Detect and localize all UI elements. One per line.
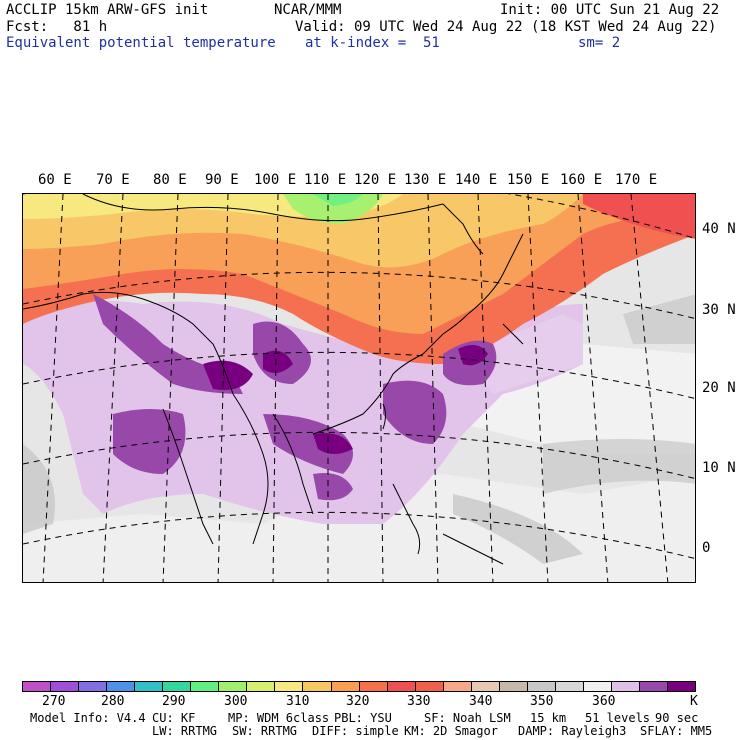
- colorbar-swatch: [555, 682, 584, 691]
- model-info-dt: 90 sec: [655, 711, 699, 725]
- lat-label: 0: [702, 540, 711, 556]
- colorbar-label: 270: [42, 694, 66, 709]
- colorbar-swatch: [331, 682, 360, 691]
- colorbar-label: 340: [469, 694, 493, 709]
- colorbar-label: 280: [101, 694, 125, 709]
- colorbar-swatch: [303, 682, 332, 691]
- colorbar-label: 290: [162, 694, 186, 709]
- colorbar-swatch: [275, 682, 304, 691]
- lon-label: 110 E: [304, 172, 347, 188]
- colorbar-label: 310: [286, 694, 310, 709]
- graticule: [23, 194, 695, 582]
- model-info-mp: MP: WDM 6class: [228, 711, 330, 725]
- model-info-res: 15 km: [530, 711, 567, 725]
- colorbar-label: 330: [407, 694, 431, 709]
- lon-label: 130 E: [404, 172, 447, 188]
- theta-e-field: [23, 194, 695, 582]
- model-info-lw: LW: RRTMG: [152, 724, 218, 738]
- colorbar-swatch: [191, 682, 220, 691]
- model-info-sf: SF: Noah LSM: [424, 711, 511, 725]
- colorbar-label: 320: [346, 694, 370, 709]
- colorbar-swatch: [387, 682, 416, 691]
- colorbar-swatch: [23, 682, 52, 691]
- lon-label: 160 E: [560, 172, 603, 188]
- lat-label: 30 N: [702, 302, 736, 318]
- colorbar-swatch: [527, 682, 556, 691]
- field-name: Equivalent potential temperature: [6, 35, 276, 51]
- colorbar-swatch: [611, 682, 641, 691]
- lon-label: 90 E: [205, 172, 239, 188]
- colorbar-swatch: [471, 682, 500, 691]
- model-info-pbl: PBL: YSU: [334, 711, 392, 725]
- colorbar: [22, 681, 696, 692]
- coastlines: [23, 194, 524, 565]
- forecast-hour: Fcst: 81 h: [6, 19, 108, 35]
- colorbar-label: 360: [592, 694, 616, 709]
- map-panel: [22, 193, 696, 583]
- model-info-cu: CU: KF: [152, 711, 196, 725]
- colorbar-swatch: [79, 682, 108, 691]
- lat-label: 10 N: [702, 460, 736, 476]
- colorbar-swatch: [668, 682, 696, 691]
- init-time: Init: 00 UTC Sun 21 Aug 22: [500, 2, 720, 18]
- lon-label: 70 E: [96, 172, 130, 188]
- lon-label: 60 E: [38, 172, 72, 188]
- colorbar-swatch: [247, 682, 276, 691]
- model-info-levels: 51 levels: [585, 711, 651, 725]
- org-label: NCAR/MMM: [274, 2, 342, 18]
- colorbar-swatch: [219, 682, 248, 691]
- model-info-sflay: SFLAY: MM5: [640, 724, 713, 738]
- lon-label: 120 E: [354, 172, 397, 188]
- colorbar-swatch: [583, 682, 612, 691]
- colorbar-label: 350: [530, 694, 554, 709]
- lat-label: 20 N: [702, 380, 736, 396]
- smoothing-value: sm= 2: [578, 35, 621, 51]
- colorbar-swatch: [640, 682, 669, 691]
- model-title: ACCLIP 15km ARW-GFS init: [6, 2, 209, 18]
- colorbar-swatch: [163, 682, 192, 691]
- model-info-damp: DAMP: Rayleigh3: [518, 724, 627, 738]
- colorbar-swatch: [359, 682, 388, 691]
- colorbar-swatch: [415, 682, 444, 691]
- model-info-diff: DIFF: simple: [312, 724, 399, 738]
- model-info-sw: SW: RRTMG: [232, 724, 298, 738]
- lon-label: 150 E: [507, 172, 550, 188]
- colorbar-swatch: [51, 682, 80, 691]
- model-info-km: KM: 2D Smagor: [404, 724, 498, 738]
- colorbar-swatch: [135, 682, 164, 691]
- lon-label: 100 E: [254, 172, 297, 188]
- colorbar-unit: K: [690, 694, 698, 709]
- lon-label: 80 E: [153, 172, 187, 188]
- colorbar-swatch: [499, 682, 528, 691]
- colorbar-label: 300: [224, 694, 248, 709]
- model-info-version: Model Info: V4.4: [30, 711, 146, 725]
- lat-label: 40 N: [702, 221, 736, 237]
- colorbar-swatch: [443, 682, 472, 691]
- level-index: at k-index = 51: [305, 35, 440, 51]
- lon-label: 170 E: [615, 172, 658, 188]
- lon-label: 140 E: [455, 172, 498, 188]
- colorbar-swatch: [107, 682, 136, 691]
- valid-time: Valid: 09 UTC Wed 24 Aug 22 (18 KST Wed …: [295, 19, 717, 35]
